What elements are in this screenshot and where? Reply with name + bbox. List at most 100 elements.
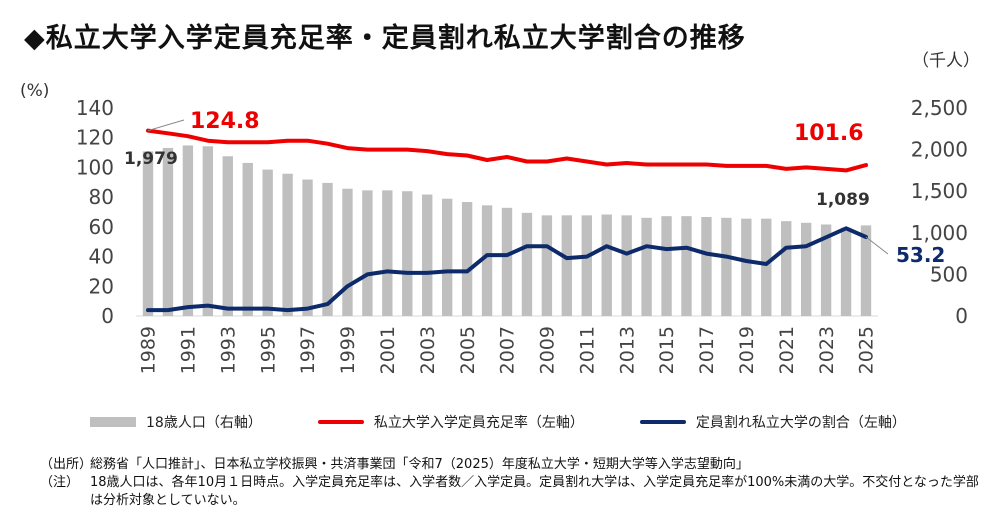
population-bar xyxy=(501,207,513,316)
right-tick-label: 500 xyxy=(930,262,968,286)
population-bar xyxy=(800,222,812,316)
legend-swatch-blue-line xyxy=(639,420,686,424)
bar-first-label: 1,979 xyxy=(124,149,178,169)
right-tick-label: 2,500 xyxy=(911,96,968,120)
legend-label-population: 18歳人口（右軸） xyxy=(146,415,262,431)
right-tick-label: 1,000 xyxy=(911,221,968,245)
population-bar xyxy=(481,205,493,316)
population-bar xyxy=(681,216,692,316)
note-source: （出所） 総務省「人口推計」、日本私立学校振興・共済事業団「令和7（2025）年… xyxy=(40,456,980,474)
note-remark-text: 18歳人口は、各年10月１日時点。入学定員充足率は、入学者数／入学定員。定員割れ… xyxy=(90,475,979,508)
legend-swatch-bar xyxy=(90,417,136,427)
population-bar xyxy=(262,169,273,316)
left-tick-label: 20 xyxy=(89,274,114,298)
x-tick-label: 2015 xyxy=(656,326,678,374)
population-bar xyxy=(601,214,612,316)
population-bar xyxy=(781,221,792,316)
legend-item-fill-rate: 私立大学入学定員充足率（左軸） xyxy=(317,412,584,432)
x-tick-label: 1993 xyxy=(217,326,239,374)
population-bar xyxy=(741,218,752,316)
x-tick-label: 1989 xyxy=(138,326,160,374)
population-bar xyxy=(840,227,852,316)
left-tick-label: 0 xyxy=(101,304,114,328)
blue-last-leader xyxy=(865,236,889,255)
population-bar xyxy=(761,218,772,316)
x-tick-label: 2019 xyxy=(736,326,758,374)
red-first-leader xyxy=(147,119,185,132)
x-tick-label: 2003 xyxy=(417,326,439,374)
red-first-label: 124.8 xyxy=(190,109,260,134)
right-tick-label: 0 xyxy=(955,304,968,328)
population-bar xyxy=(402,191,413,316)
left-tick-label: 140 xyxy=(76,96,114,120)
left-tick-label: 80 xyxy=(89,185,114,209)
population-bar xyxy=(182,145,194,316)
left-tick-label: 60 xyxy=(89,215,114,239)
notes: （出所） 総務省「人口推計」、日本私立学校振興・共済事業団「令和7（2025）年… xyxy=(40,456,980,510)
x-tick-label: 2005 xyxy=(457,326,479,374)
population-bar xyxy=(422,194,433,316)
x-tick-label: 2001 xyxy=(377,326,399,374)
population-bar xyxy=(342,188,353,316)
population-bar xyxy=(202,146,214,316)
x-tick-label: 2011 xyxy=(576,326,598,374)
chart-legend: 18歳人口（右軸） 私立大学入学定員充足率（左軸） 定員割れ私立大学の割合（左軸… xyxy=(90,412,962,432)
x-tick-label: 2007 xyxy=(497,326,519,374)
bar-last-label: 1,089 xyxy=(816,190,870,210)
shortfall-line xyxy=(146,226,868,313)
population-bar xyxy=(142,151,154,316)
right-tick-label: 2,000 xyxy=(911,138,968,162)
population-bar xyxy=(541,215,553,316)
x-tick-label: 2023 xyxy=(816,326,838,374)
legend-label-fill-rate: 私立大学入学定員充足率（左軸） xyxy=(373,415,584,431)
left-tick-label: 100 xyxy=(76,155,114,179)
population-bar xyxy=(820,224,832,316)
legend-item-shortfall: 定員割れ私立大学の割合（左軸） xyxy=(639,412,906,432)
population-bar xyxy=(641,217,652,316)
population-bar xyxy=(282,173,293,316)
population-bar xyxy=(222,156,233,316)
population-bar xyxy=(162,147,174,316)
x-tick-label: 1999 xyxy=(337,326,359,374)
note-source-text: 総務省「人口推計」、日本私立学校振興・共済事業団「令和7（2025）年度私立大学… xyxy=(90,457,749,472)
x-tick-label: 2013 xyxy=(616,326,638,374)
x-tick-label: 2009 xyxy=(537,326,559,374)
population-bar xyxy=(382,190,393,316)
x-tick-label: 2021 xyxy=(776,326,798,374)
red-last-label: 101.6 xyxy=(794,121,864,146)
population-bar xyxy=(721,217,732,316)
population-bar xyxy=(860,225,872,316)
note-source-label: （出所） xyxy=(40,457,93,472)
left-tick-label: 120 xyxy=(76,126,114,150)
legend-swatch-red-line xyxy=(317,420,364,424)
right-axis-unit: （千人） xyxy=(912,51,980,71)
population-bar xyxy=(521,212,533,316)
population-bar xyxy=(441,198,453,316)
population-bar xyxy=(242,162,253,316)
x-tick-label: 2025 xyxy=(856,326,878,374)
fill-rate-line xyxy=(146,128,868,173)
right-tick-label: 1,500 xyxy=(911,179,968,203)
note-remark: （注） 18歳人口は、各年10月１日時点。入学定員充足率は、入学者数／入学定員。… xyxy=(40,474,980,510)
population-bar xyxy=(322,182,333,316)
population-bar xyxy=(362,190,373,316)
x-tick-label: 1997 xyxy=(297,326,319,374)
population-bar xyxy=(581,215,592,316)
population-bar xyxy=(461,202,473,316)
population-bar xyxy=(661,216,672,316)
population-bar xyxy=(561,215,573,316)
combo-chart: (%) （千人） 0 20 40 60 80 100 120 140 0 500 1,000 1,500 2… xyxy=(20,51,980,374)
left-axis-unit: (%) xyxy=(20,81,49,101)
x-tick-label: 2017 xyxy=(696,326,718,374)
legend-label-shortfall: 定員割れ私立大学の割合（左軸） xyxy=(695,415,906,431)
x-tick-label: 1995 xyxy=(257,326,279,374)
population-bar xyxy=(701,216,712,316)
legend-item-population: 18歳人口（右軸） xyxy=(90,412,262,432)
population-bar xyxy=(302,179,313,316)
note-remark-label: （注） xyxy=(40,475,80,490)
blue-last-label: 53.2 xyxy=(896,243,945,267)
x-tick-label: 1991 xyxy=(178,326,200,374)
population-bar xyxy=(621,215,632,316)
page-title: ◆私立大学入学定員充足率・定員割れ私立大学割合の推移 xyxy=(24,23,746,54)
left-tick-label: 40 xyxy=(89,245,114,269)
